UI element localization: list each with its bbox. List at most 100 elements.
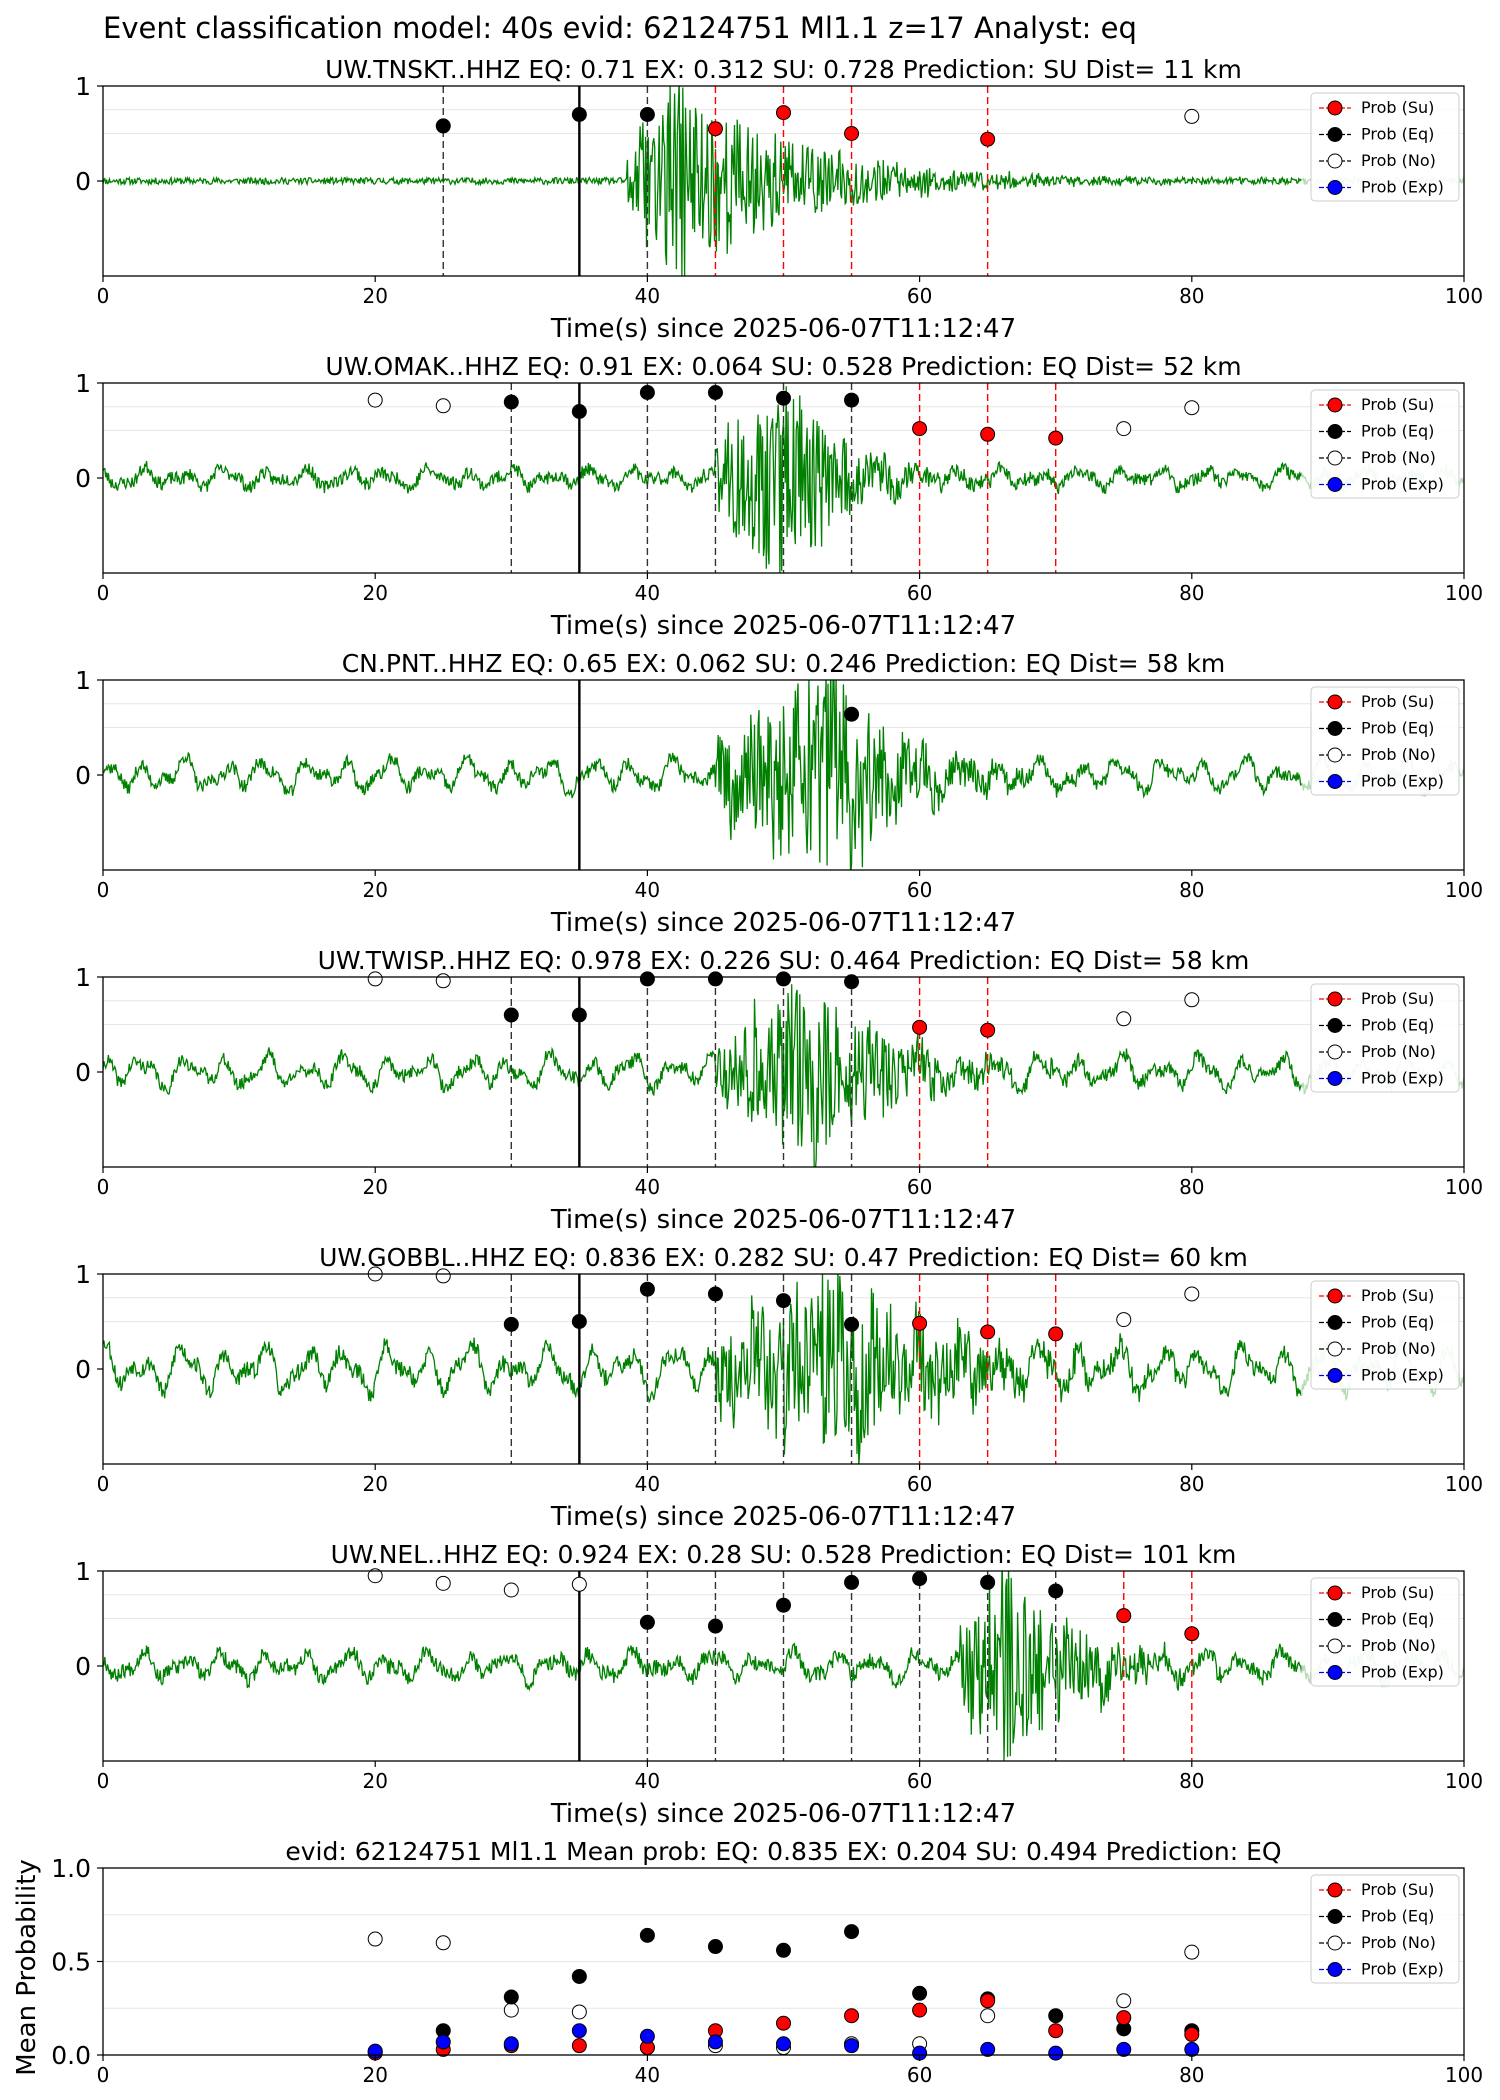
- x-axis-label: Time(s) since 2025-06-07T11:12:47: [550, 1205, 1016, 1235]
- prob-marker-eq: [776, 1293, 791, 1309]
- x-axis-label: Time(s) since 2025-06-07T11:12:47: [550, 611, 1016, 641]
- mean-marker-su: [571, 2038, 587, 2054]
- prob-marker-eq: [844, 392, 860, 408]
- x-tick-label: 80: [1179, 284, 1204, 308]
- x-axis-label: Time(s) since 2025-06-07T11:12:47: [550, 314, 1016, 344]
- legend: Prob (Su) Prob (Eq) Prob (No) Prob (Exp): [1310, 92, 1460, 202]
- legend-frame: [1310, 1874, 1460, 1984]
- prob-marker-su: [912, 1315, 928, 1331]
- legend: Prob (Su) Prob (Eq) Prob (No) Prob (Exp): [1310, 686, 1460, 796]
- x-tick-label: 80: [1179, 1769, 1204, 1793]
- x-tick-label: 20: [362, 1175, 387, 1199]
- legend-marker-no: [1327, 450, 1343, 466]
- waveform-panel-5: UW.GOBBL..HHZ EQ: 0.836 EX: 0.282 SU: 0.…: [75, 1243, 1483, 1532]
- legend-marker-eq: [1327, 1612, 1343, 1627]
- legend-frame: [1310, 686, 1460, 796]
- mean-marker-eq: [844, 1924, 860, 1940]
- mean-marker-su: [1048, 2023, 1064, 2039]
- legend-marker-no: [1327, 1341, 1343, 1357]
- x-tick-label: 60: [907, 878, 932, 902]
- mean-marker-exp: [639, 2028, 655, 2044]
- legend-marker-exp: [1327, 1071, 1343, 1086]
- prob-marker-no: [367, 971, 383, 987]
- prob-marker-no: [435, 1268, 451, 1284]
- legend-marker-su: [1327, 397, 1343, 413]
- legend-label-su: Prob (Su): [1361, 692, 1434, 711]
- legend-label-exp: Prob (Exp): [1361, 178, 1444, 197]
- prob-marker-no: [1184, 992, 1200, 1008]
- x-tick-label: 40: [635, 581, 660, 605]
- waveform-trace: [103, 386, 1303, 573]
- prob-marker-no: [1184, 108, 1200, 124]
- prob-marker-su: [912, 421, 928, 437]
- mean-marker-su: [776, 2015, 791, 2031]
- prob-marker-eq: [503, 1007, 519, 1023]
- x-tick-label: 100: [1445, 1472, 1483, 1496]
- y-tick-label: 0.5: [51, 1948, 91, 1977]
- legend-frame: [1310, 389, 1460, 499]
- y-tick-label: 1: [75, 1260, 91, 1289]
- x-tick-label: 20: [362, 878, 387, 902]
- y-tick-label: 0: [75, 464, 91, 493]
- legend-label-eq: Prob (Eq): [1361, 125, 1434, 144]
- waveform-panel-3: CN.PNT..HHZ EQ: 0.65 EX: 0.062 SU: 0.246…: [75, 649, 1483, 938]
- prob-marker-su: [980, 426, 996, 442]
- legend-marker-no: [1327, 1044, 1343, 1060]
- mean-marker-exp: [1184, 2041, 1200, 2057]
- x-tick-label: 60: [907, 284, 932, 308]
- legend-marker-no: [1327, 153, 1343, 169]
- y-tick-label: 0: [75, 1652, 91, 1681]
- legend-label-su: Prob (Su): [1361, 395, 1434, 414]
- mean-marker-no: [1116, 1993, 1132, 2009]
- x-tick-label: 40: [635, 2063, 660, 2087]
- mean-marker-exp: [571, 2023, 587, 2039]
- y-tick-label: 1: [75, 1557, 91, 1586]
- prob-marker-eq: [776, 390, 791, 406]
- y-tick-label: 0: [75, 1355, 91, 1384]
- legend-label-no: Prob (No): [1361, 1339, 1436, 1358]
- prob-marker-eq: [844, 1316, 860, 1332]
- panel-title: CN.PNT..HHZ EQ: 0.65 EX: 0.062 SU: 0.246…: [342, 649, 1226, 678]
- panel-title: UW.OMAK..HHZ EQ: 0.91 EX: 0.064 SU: 0.52…: [325, 352, 1241, 381]
- x-tick-label: 60: [907, 2063, 932, 2087]
- prob-marker-no: [1116, 421, 1132, 437]
- x-tick-label: 80: [1179, 581, 1204, 605]
- mean-marker-su: [844, 2008, 860, 2024]
- prob-marker-eq: [707, 385, 723, 400]
- prob-marker-eq: [639, 971, 655, 987]
- mean-marker-eq: [776, 1942, 791, 1958]
- panel-title: UW.NEL..HHZ EQ: 0.924 EX: 0.28 SU: 0.528…: [331, 1540, 1237, 1569]
- prob-marker-eq: [435, 118, 451, 134]
- x-axis-label: Time(s) since 2025-06-07T11:12:47: [550, 1502, 1016, 1532]
- x-tick-label: 60: [907, 1769, 932, 1793]
- mean-marker-su: [912, 2002, 928, 2018]
- mean-marker-exp: [1048, 2045, 1064, 2061]
- prob-marker-eq: [571, 1007, 587, 1023]
- legend-marker-exp: [1327, 1962, 1343, 1977]
- x-tick-label: 20: [362, 284, 387, 308]
- prob-marker-no: [367, 1568, 383, 1584]
- y-tick-label: 0: [75, 761, 91, 790]
- prob-marker-no: [367, 392, 383, 408]
- mean-probability-panel: evid: 62124751 Ml1.1 Mean prob: EQ: 0.83…: [12, 1837, 1483, 2087]
- prob-marker-su: [912, 1019, 928, 1035]
- y-tick-label: 1: [75, 666, 91, 695]
- x-tick-label: 0: [97, 878, 110, 902]
- x-tick-label: 20: [362, 581, 387, 605]
- legend-label-no: Prob (No): [1361, 448, 1436, 467]
- mean-marker-exp: [503, 2036, 519, 2052]
- prob-marker-eq: [639, 1281, 655, 1297]
- legend-label-su: Prob (Su): [1361, 989, 1434, 1008]
- prob-marker-eq: [639, 107, 655, 122]
- mean-marker-su: [1116, 2010, 1132, 2026]
- legend-frame: [1310, 1280, 1460, 1390]
- x-tick-label: 40: [635, 1472, 660, 1496]
- prob-marker-eq: [707, 1618, 723, 1634]
- series-eq: [367, 1924, 1200, 2059]
- x-tick-label: 100: [1445, 284, 1483, 308]
- prob-marker-eq: [639, 385, 655, 400]
- prob-marker-su: [980, 1022, 996, 1038]
- legend: Prob (Su) Prob (Eq) Prob (No) Prob (Exp): [1310, 1280, 1460, 1390]
- legend-label-su: Prob (Su): [1361, 1286, 1434, 1305]
- prob-marker-eq: [639, 1614, 655, 1630]
